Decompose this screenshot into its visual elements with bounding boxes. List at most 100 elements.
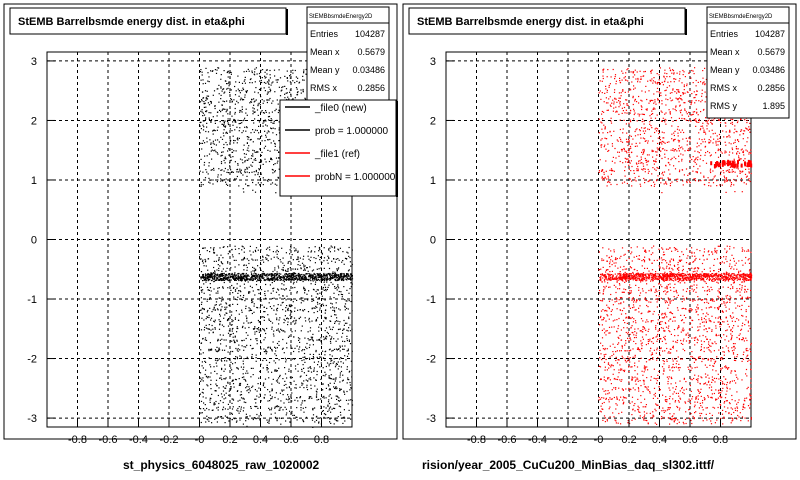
- left-data-point: [249, 308, 251, 310]
- left-data-point: [343, 319, 345, 322]
- left-band-point: [212, 278, 214, 280]
- left-data-point: [337, 268, 339, 270]
- left-data-point: [332, 283, 334, 285]
- right-data-point: [654, 108, 656, 110]
- left-data-point: [328, 349, 331, 351]
- left-data-point: [303, 269, 305, 271]
- left-data-point: [306, 342, 308, 345]
- right-data-point: [733, 158, 735, 160]
- left-data-point: [223, 246, 225, 248]
- right-data-point: [693, 178, 695, 180]
- left-band-point: [233, 278, 235, 280]
- left-data-point: [244, 94, 246, 96]
- left-band-point: [325, 275, 327, 277]
- left-data-point: [309, 358, 311, 360]
- left-data-point: [234, 113, 236, 115]
- left-data-point: [335, 340, 337, 342]
- left-band-point: [239, 279, 241, 281]
- left-band-point: [333, 273, 335, 275]
- left-data-point: [286, 318, 288, 320]
- left-stats-label: Mean x: [310, 47, 340, 57]
- left-data-point: [295, 322, 297, 324]
- right-data-point: [622, 72, 624, 74]
- left-data-point: [333, 361, 335, 363]
- left-data-point: [303, 387, 305, 389]
- left-data-point: [348, 371, 350, 373]
- left-data-point: [251, 98, 253, 101]
- left-data-point: [336, 268, 338, 270]
- left-band-point: [348, 275, 350, 277]
- left-data-point: [312, 358, 314, 360]
- left-data-point: [328, 257, 330, 260]
- left-data-point: [350, 265, 352, 267]
- left-band-point: [261, 277, 263, 279]
- left-data-point: [276, 420, 278, 422]
- left-data-point: [318, 421, 320, 423]
- left-data-point: [262, 184, 264, 186]
- left-data-point: [348, 255, 350, 257]
- left-data-point: [331, 408, 333, 410]
- left-data-point: [218, 267, 220, 269]
- left-data-point: [265, 283, 267, 286]
- right-data-point: [748, 179, 750, 182]
- left-band-point: [205, 279, 207, 281]
- left-data-point: [281, 390, 283, 392]
- left-data-point: [206, 122, 208, 124]
- left-data-point: [336, 420, 338, 422]
- left-data-point: [296, 407, 298, 409]
- left-band-point: [319, 276, 321, 278]
- right-data-point: [615, 98, 617, 100]
- left-data-point: [344, 257, 347, 259]
- left-data-point: [232, 406, 234, 408]
- left-band-point: [251, 274, 253, 276]
- right-data-point: [695, 94, 697, 96]
- left-data-point: [268, 407, 270, 409]
- left-data-point: [233, 341, 236, 344]
- left-data-point: [337, 276, 339, 279]
- left-data-point: [219, 313, 221, 315]
- left-band-point: [333, 275, 335, 277]
- left-data-point: [202, 259, 204, 261]
- left-data-point: [206, 286, 209, 288]
- left-band-point: [323, 274, 325, 276]
- left-data-point: [337, 420, 339, 422]
- left-data-point: [270, 183, 272, 185]
- left-band-point: [303, 278, 305, 280]
- left-data-point: [272, 333, 275, 335]
- left-data-point: [251, 171, 253, 173]
- left-data-point: [349, 370, 351, 372]
- left-data-point: [280, 417, 282, 419]
- right-data-point: [716, 185, 718, 187]
- right-data-point: [620, 95, 622, 97]
- left-data-point: [204, 155, 206, 157]
- left-data-point: [301, 370, 303, 372]
- left-data-point: [203, 283, 205, 285]
- left-data-point: [305, 379, 307, 381]
- left-data-point: [344, 417, 346, 419]
- left-data-point: [267, 290, 269, 292]
- left-data-point: [329, 251, 331, 253]
- left-data-point: [350, 300, 352, 303]
- left-data-point: [236, 340, 238, 342]
- left-data-point: [283, 264, 285, 267]
- left-data-point: [267, 91, 269, 93]
- left-data-point: [281, 268, 283, 271]
- left-band-point: [280, 279, 282, 281]
- left-data-point: [287, 270, 289, 272]
- left-band-point: [339, 273, 342, 275]
- left-band-point: [214, 278, 216, 280]
- left-band-point: [241, 279, 243, 281]
- left-data-point: [229, 162, 231, 164]
- left-data-point: [258, 387, 260, 389]
- left-data-point: [309, 330, 311, 332]
- left-data-point: [278, 330, 280, 332]
- left-data-point: [295, 384, 297, 386]
- left-data-point: [321, 295, 323, 297]
- left-data-point: [308, 357, 311, 359]
- left-data-point: [218, 319, 220, 321]
- right-data-point: [742, 138, 744, 140]
- left-data-point: [264, 386, 266, 388]
- left-data-point: [220, 261, 222, 263]
- left-band-point: [299, 275, 302, 277]
- left-data-point: [274, 396, 276, 399]
